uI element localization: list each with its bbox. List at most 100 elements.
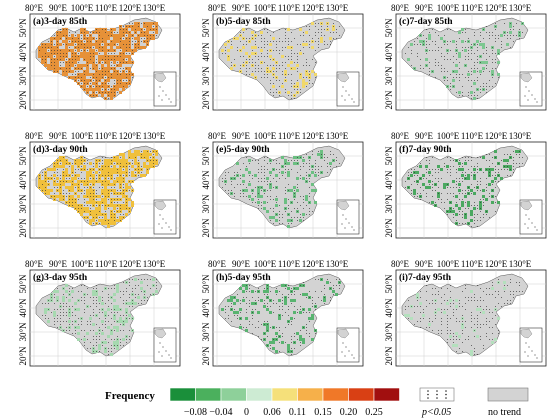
lat-tick-label: 50°N xyxy=(18,274,28,294)
lat-tick-label: 30°N xyxy=(384,322,394,342)
lat-tick-label: 40°N xyxy=(18,298,28,318)
lat-tick-label: 20°N xyxy=(18,218,28,238)
lat-tick-label: 20°N xyxy=(201,346,211,366)
legend-color-box xyxy=(373,387,400,402)
significance-dots xyxy=(405,151,523,227)
map-panel-svg: 80°E 90°E 100°E 110°E 120°E 130°E 20°N 30°N 40°N… xyxy=(18,259,181,367)
lat-tick-label: 20°N xyxy=(18,90,28,110)
south-china-sea-inset xyxy=(519,327,543,363)
lon-tick-label: 120°E xyxy=(119,3,142,13)
lat-tick-label: 30°N xyxy=(201,322,211,342)
lon-tick-label: 80°E xyxy=(208,259,227,269)
lat-tick-label: 30°N xyxy=(18,194,28,214)
legend-tick-label: −0.04 xyxy=(209,407,232,418)
lon-tick-label: 100°E xyxy=(71,3,94,13)
legend-color-box xyxy=(348,387,375,402)
lon-tick-label: 110°E xyxy=(278,3,301,13)
panel-label: (b)5-day 85th xyxy=(216,16,271,27)
significance-dots xyxy=(405,23,523,99)
map-panel: 80°E 90°E 100°E 110°E 120°E 130°E 20°N 30°N 40°N… xyxy=(368,130,547,248)
lon-tick-label: 90°E xyxy=(232,259,251,269)
map-panel-svg: 80°E 90°E 100°E 110°E 120°E 130°E 20°N 30°N 40°N… xyxy=(18,131,181,239)
lon-tick-label: 110°E xyxy=(95,259,118,269)
lon-tick-label: 100°E xyxy=(254,259,277,269)
map-panel-svg: 80°E 90°E 100°E 110°E 120°E 130°E 20°N 30°N 40°N… xyxy=(18,3,181,111)
panel-label: (a)3-day 85th xyxy=(33,16,88,27)
legend-color-box xyxy=(322,387,349,402)
lon-tick-label: 130°E xyxy=(326,3,349,13)
lon-tick-label: 110°E xyxy=(278,131,301,141)
lat-tick-label: 20°N xyxy=(201,90,211,110)
significance-dots xyxy=(222,23,340,99)
legend-color-box xyxy=(271,387,298,402)
lat-tick-label: 30°N xyxy=(201,194,211,214)
lat-tick-label: 40°N xyxy=(201,42,211,62)
map-frame: (f)7-day 90th xyxy=(395,141,547,239)
significance-dots xyxy=(39,151,157,224)
lon-tick-label: 120°E xyxy=(302,259,325,269)
south-china-sea-inset xyxy=(336,327,360,363)
lat-tick-label: 40°N xyxy=(201,298,211,318)
china-landmass xyxy=(401,145,529,229)
lon-tick-label: 100°E xyxy=(71,259,94,269)
map-panel-svg: 80°E 90°E 100°E 110°E 120°E 130°E 20°N 30°N 40°N… xyxy=(201,259,364,367)
significance-dots xyxy=(225,279,340,355)
significance-label: p<0.05 xyxy=(421,407,451,418)
lat-tick-label: 50°N xyxy=(18,18,28,38)
lon-tick-label: 130°E xyxy=(509,259,532,269)
significance-swatch xyxy=(419,387,455,402)
china-landmass xyxy=(401,273,529,357)
lon-tick-label: 100°E xyxy=(254,131,277,141)
lon-tick-label: 100°E xyxy=(437,3,460,13)
lon-tick-label: 130°E xyxy=(143,3,166,13)
legend-tick-label: −0.08 xyxy=(184,407,207,418)
lon-tick-label: 90°E xyxy=(415,131,434,141)
lon-tick-label: 100°E xyxy=(71,131,94,141)
lon-tick-label: 80°E xyxy=(208,131,227,141)
map-panel-svg: 80°E 90°E 100°E 110°E 120°E 130°E 20°N 30°N 40°N… xyxy=(384,131,547,239)
lon-tick-label: 80°E xyxy=(208,3,227,13)
lat-tick-label: 40°N xyxy=(384,170,394,190)
lon-tick-label: 130°E xyxy=(326,131,349,141)
lat-tick-label: 30°N xyxy=(18,322,28,342)
lat-tick-label: 50°N xyxy=(201,274,211,294)
legend-color-box xyxy=(297,387,324,402)
lon-tick-label: 120°E xyxy=(302,131,325,141)
lon-tick-label: 120°E xyxy=(119,131,142,141)
lon-tick-label: 120°E xyxy=(302,3,325,13)
south-china-sea-inset xyxy=(519,199,543,235)
lat-tick-label: 20°N xyxy=(384,218,394,238)
lon-tick-label: 130°E xyxy=(509,131,532,141)
panel-label: (f)7-day 90th xyxy=(399,144,452,155)
lon-tick-label: 90°E xyxy=(49,3,68,13)
lat-tick-label: 20°N xyxy=(201,218,211,238)
lon-tick-label: 90°E xyxy=(232,131,251,141)
significance-dots xyxy=(405,279,523,355)
south-china-sea-inset xyxy=(519,71,543,107)
lon-tick-label: 80°E xyxy=(391,3,410,13)
lon-tick-label: 80°E xyxy=(25,131,44,141)
map-frame: (c)7-day 85th xyxy=(395,13,547,111)
lat-tick-label: 40°N xyxy=(18,42,28,62)
map-panel: 80°E 90°E 100°E 110°E 120°E 130°E 20°N 30°N 40°N… xyxy=(2,2,181,120)
lon-tick-label: 80°E xyxy=(391,259,410,269)
lon-tick-label: 80°E xyxy=(25,3,44,13)
lat-tick-label: 30°N xyxy=(384,66,394,86)
lon-tick-label: 80°E xyxy=(391,131,410,141)
no-trend-label: no trend xyxy=(488,407,521,418)
legend-title: Frequency xyxy=(105,390,155,402)
legend-colorbar xyxy=(169,387,400,402)
south-china-sea-inset xyxy=(153,199,177,235)
lon-tick-label: 110°E xyxy=(461,131,484,141)
lon-tick-label: 110°E xyxy=(95,3,118,13)
lat-tick-label: 30°N xyxy=(201,66,211,86)
map-panel: 80°E 90°E 100°E 110°E 120°E 130°E 20°N 30°N 40°N… xyxy=(368,2,547,120)
lon-tick-label: 90°E xyxy=(49,259,68,269)
map-frame: (i)7-day 95th xyxy=(395,269,547,367)
lat-tick-label: 40°N xyxy=(201,170,211,190)
south-china-sea-inset xyxy=(336,199,360,235)
map-panel-svg: 80°E 90°E 100°E 110°E 120°E 130°E 20°N 30°N 40°N… xyxy=(201,131,364,239)
significance-dots xyxy=(427,390,447,399)
map-panel-svg: 80°E 90°E 100°E 110°E 120°E 130°E 20°N 30°N 40°N… xyxy=(384,259,547,367)
